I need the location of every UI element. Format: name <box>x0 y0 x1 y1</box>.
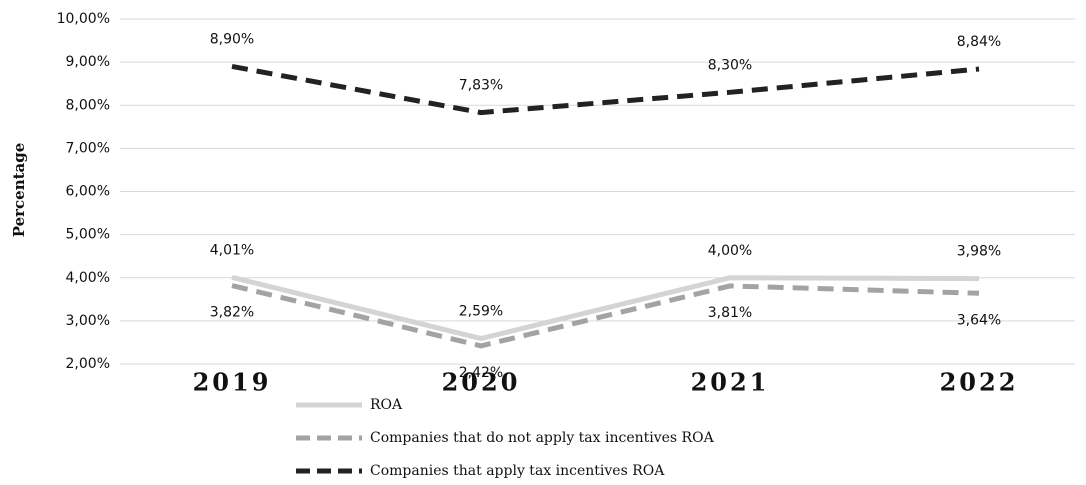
y-tick-label: 7,00% <box>66 140 110 156</box>
data-label: 8,90% <box>210 31 254 47</box>
data-label: 2,42% <box>459 365 503 381</box>
data-label: 7,83% <box>459 78 503 94</box>
x-tick-label: 2022 <box>940 368 1019 397</box>
series-line <box>231 274 980 342</box>
data-label: 3,81% <box>708 305 752 321</box>
y-axis-label: Percentage <box>10 143 28 238</box>
data-label: 3,98% <box>957 244 1001 260</box>
data-label: 3,64% <box>957 312 1001 328</box>
data-label: 8,30% <box>708 57 752 73</box>
data-label: 3,82% <box>210 305 254 321</box>
y-tick-label: 9,00% <box>66 54 110 70</box>
y-tick-label: 10,00% <box>57 11 110 27</box>
x-tick-label: 2021 <box>691 368 770 397</box>
series-line <box>231 283 980 349</box>
legend-label: Companies that apply tax incentives ROA <box>370 463 665 479</box>
y-tick-label: 6,00% <box>66 184 110 200</box>
data-label: 4,01% <box>210 242 254 258</box>
series-line <box>231 63 980 116</box>
y-tick-label: 2,00% <box>66 356 110 372</box>
x-tick-label: 2019 <box>193 368 272 397</box>
data-label: 4,00% <box>708 243 752 259</box>
x-tick-label: 2020 <box>442 368 521 397</box>
legend-label: Companies that do not apply tax incentiv… <box>370 430 715 446</box>
legend-label: ROA <box>370 397 403 413</box>
data-label: 8,84% <box>957 34 1001 50</box>
y-tick-label: 3,00% <box>66 313 110 329</box>
data-label: 2,59% <box>459 304 503 320</box>
y-tick-label: 5,00% <box>66 227 110 243</box>
y-tick-label: 4,00% <box>66 270 110 286</box>
y-tick-label: 8,00% <box>66 97 110 113</box>
